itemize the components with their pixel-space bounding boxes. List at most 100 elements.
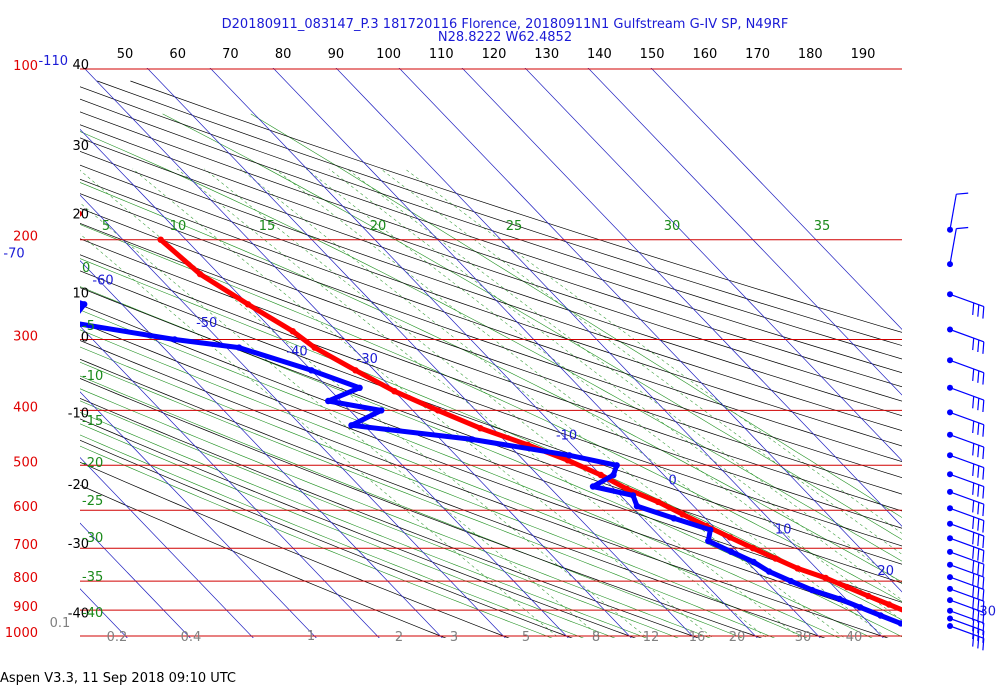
dry-adiabat [80, 418, 636, 638]
temperature-isolated-point [80, 210, 83, 217]
wind-barb [947, 326, 985, 354]
moist-adiabat [80, 400, 679, 638]
isotherm-label: -30 [357, 352, 378, 367]
dry-adiabat [80, 358, 826, 638]
dewpoint-point [809, 586, 816, 594]
wind-barb [947, 548, 985, 577]
theta-label: -20 [82, 456, 103, 471]
top-axis-tick: 130 [534, 47, 559, 62]
isotherm-label: -10 [556, 428, 577, 443]
isotherm [80, 456, 254, 638]
temperature-point [352, 367, 359, 374]
moist-adiabat [80, 131, 902, 562]
theta-label: -25 [82, 494, 103, 509]
temperature-point [822, 574, 829, 582]
dewpoint-point [787, 577, 794, 585]
temperature-point [726, 534, 734, 541]
top-axis-tick: 160 [692, 47, 717, 62]
height-label: -30 [68, 537, 89, 552]
dewpoint-point [918, 628, 924, 634]
pressure-label: 300 [13, 330, 38, 345]
dewpoint-point [610, 471, 617, 479]
dewpoint-point [468, 436, 476, 443]
temperature-point [289, 328, 296, 335]
temperature-point [772, 555, 779, 562]
theta-label: -35 [82, 570, 103, 585]
mixing-ratio-label: 40 [846, 630, 863, 645]
dewpoint-point [308, 367, 315, 374]
temperature-point [906, 610, 912, 616]
chart-title-line2: N28.8222 W62.4852 [438, 30, 572, 45]
dewpoint-point [378, 407, 385, 414]
top-axis-tick: 110 [429, 47, 454, 62]
dry-adiabat [80, 124, 902, 402]
top-axis-tick: 180 [798, 47, 823, 62]
dry-adiabat [80, 164, 902, 447]
pressure-label: 600 [13, 500, 38, 515]
mixing-ratio-label: 5 [522, 630, 530, 645]
theta-e-label: 25 [506, 219, 523, 234]
isotherm [83, 68, 632, 638]
wind-barb [947, 505, 985, 533]
moist-adiabat [80, 375, 743, 638]
wind-barb [947, 561, 985, 590]
height-label: 30 [72, 139, 89, 154]
wind-barb [947, 291, 985, 319]
moist-adiabat [162, 113, 902, 540]
moist-adiabat [80, 388, 711, 638]
wind-barb [947, 471, 985, 499]
height-label: 20 [72, 208, 89, 223]
moist-adiabat [80, 224, 902, 602]
wind-barb [947, 226, 969, 268]
mixing-ratio-label: 8 [592, 630, 600, 645]
pressure-label: 900 [13, 600, 38, 615]
dewpoint-point [325, 397, 332, 405]
dewpoint-point [705, 537, 712, 545]
dry-adiabat [80, 222, 902, 512]
dewpoint-point [67, 319, 73, 325]
wind-barb [947, 488, 985, 517]
isotherm [146, 68, 695, 638]
theta-e-label: 5 [102, 219, 110, 234]
moist-adiabat [80, 286, 902, 638]
top-axis-tick: 50 [117, 47, 134, 62]
isotherm [80, 128, 569, 638]
isotherm-label: 20 [877, 564, 894, 579]
mixing-ratio-label: 3 [450, 630, 458, 645]
mixing-ratio-line [328, 168, 902, 601]
dewpoint-point [235, 344, 243, 351]
mixing-ratio-label: 0.4 [181, 630, 202, 645]
dry-adiabat [80, 193, 902, 479]
temperature-line [158, 237, 902, 613]
isotherm [80, 194, 506, 638]
dry-adiabat [80, 178, 902, 463]
temperature-point [985, 635, 991, 641]
theta-label: -5 [82, 319, 95, 334]
temperature-point [391, 388, 398, 395]
dewpoint-point [836, 595, 843, 603]
dry-adiabat [80, 321, 902, 623]
wind-barb [947, 384, 985, 413]
dewpoint-point [629, 492, 637, 499]
mixing-ratio-line [176, 168, 768, 638]
isotherm-label: -60 [92, 274, 113, 289]
dewpoint-point [935, 633, 941, 639]
pressure-100-secondary-label: -110 [38, 54, 68, 69]
wind-barb [947, 574, 985, 602]
wind-barb [947, 623, 985, 651]
moist-adiabat [80, 182, 902, 583]
height-label: -20 [68, 478, 89, 493]
isotherm [209, 68, 758, 638]
mixing-ratio-label: 16 [689, 630, 706, 645]
wind-barb [947, 192, 969, 233]
dewpoint-point [356, 384, 363, 391]
top-axis-tick: 150 [640, 47, 665, 62]
isotherm [461, 68, 902, 527]
chart-title-line1: D20180911_083147_P.3 181720116 Florence,… [222, 17, 789, 32]
isotherm [0, 43, 74, 648]
mixing-ratio-line [404, 168, 902, 534]
theta-e-label: 35 [814, 219, 831, 234]
moist-adiabat [80, 434, 584, 638]
mixing-ratio-label: 0.1 [50, 616, 71, 631]
